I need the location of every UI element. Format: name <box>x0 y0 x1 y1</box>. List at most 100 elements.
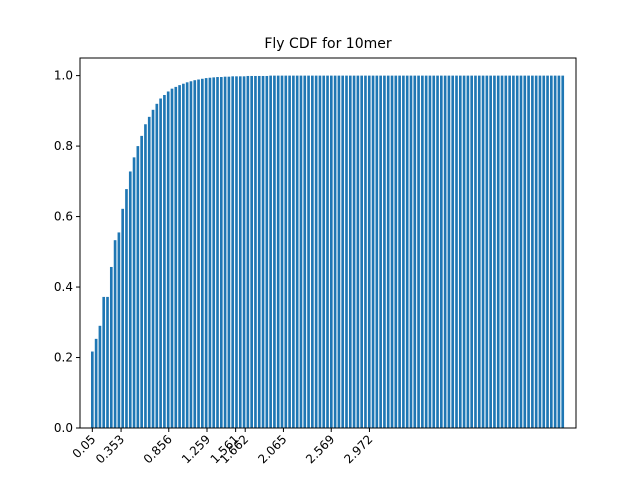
bar-43 <box>254 75 257 428</box>
bar-53 <box>292 75 295 429</box>
bar-86 <box>417 75 420 429</box>
bar-85 <box>413 75 417 429</box>
bar-92 <box>440 75 443 429</box>
bar-113 <box>519 75 523 429</box>
bar-101 <box>474 75 477 429</box>
bar-9 <box>125 189 128 428</box>
bar-91 <box>436 75 439 429</box>
bar-45 <box>261 75 265 428</box>
bar-35 <box>223 76 227 429</box>
x-tick-label-8: 2.972 <box>341 432 375 466</box>
x-tick-label-1: 0.353 <box>93 432 127 466</box>
bar-54 <box>295 75 299 429</box>
bar-37 <box>231 76 235 428</box>
bar-1 <box>94 338 98 428</box>
bar-104 <box>485 75 489 429</box>
y-tick-label-4: 0.8 <box>54 139 73 153</box>
bar-22 <box>174 86 178 429</box>
x-tick-label-6: 2.065 <box>255 432 289 466</box>
bar-25 <box>185 82 189 428</box>
bar-6 <box>113 240 117 428</box>
bar-64 <box>333 75 337 429</box>
bar-16 <box>151 109 155 429</box>
bar-105 <box>489 75 492 429</box>
bar-81 <box>398 75 401 429</box>
bar-12 <box>136 146 140 428</box>
bar-34 <box>219 77 223 428</box>
bar-0 <box>91 351 94 428</box>
bar-7 <box>117 232 121 428</box>
bar-116 <box>531 75 534 429</box>
bar-24 <box>182 83 185 428</box>
bar-96 <box>455 75 458 429</box>
bar-106 <box>493 75 496 429</box>
bar-3 <box>102 296 106 428</box>
y-tick-label-5: 1.0 <box>54 69 73 83</box>
bar-36 <box>227 76 231 429</box>
bar-38 <box>235 76 238 428</box>
bar-59 <box>314 75 318 429</box>
bar-74 <box>371 75 375 429</box>
x-tick-label-2: 0.856 <box>141 432 175 466</box>
bar-28 <box>197 79 200 428</box>
bar-48 <box>273 75 276 429</box>
x-tick-label-7: 2.569 <box>303 432 337 466</box>
bar-27 <box>193 80 197 428</box>
bar-8 <box>121 208 125 428</box>
bar-70 <box>356 75 360 429</box>
bar-95 <box>451 75 455 429</box>
bar-47 <box>269 75 272 429</box>
bar-2 <box>98 325 102 428</box>
bar-99 <box>466 75 470 429</box>
bar-102 <box>477 75 481 429</box>
bar-123 <box>557 75 561 429</box>
bar-52 <box>288 75 291 429</box>
bar-79 <box>390 75 394 429</box>
bar-4 <box>106 296 109 428</box>
bar-77 <box>383 75 386 429</box>
bar-103 <box>481 75 485 429</box>
bar-41 <box>246 75 250 428</box>
bar-57 <box>307 75 310 429</box>
x-tick-label-3: 1.259 <box>179 432 213 466</box>
bar-33 <box>216 77 219 428</box>
bar-121 <box>550 75 553 429</box>
bar-21 <box>170 88 174 428</box>
bar-112 <box>515 75 519 429</box>
bar-76 <box>379 75 382 429</box>
y-axis: 0.0 0.2 0.4 0.6 0.8 1.0 <box>54 69 80 435</box>
y-tick-label-2: 0.4 <box>54 280 73 294</box>
bar-67 <box>345 75 348 429</box>
plot-frame <box>79 57 577 429</box>
bar-13 <box>140 135 143 428</box>
bar-18 <box>159 98 162 429</box>
bar-65 <box>337 75 341 429</box>
bar-87 <box>421 75 424 429</box>
bar-56 <box>303 75 307 429</box>
bar-40 <box>242 76 246 428</box>
bar-10 <box>128 171 132 428</box>
bar-97 <box>458 75 462 429</box>
bar-60 <box>318 75 322 429</box>
bar-72 <box>364 75 367 429</box>
bars-group <box>91 75 565 429</box>
bar-80 <box>394 75 398 429</box>
bar-23 <box>178 85 181 428</box>
bar-117 <box>534 75 538 429</box>
y-tick-label-1: 0.2 <box>54 351 73 365</box>
bar-66 <box>341 75 345 429</box>
bar-78 <box>386 75 390 429</box>
bar-75 <box>375 75 379 429</box>
y-tick-label-0: 0.0 <box>54 421 73 435</box>
bar-17 <box>155 103 159 428</box>
bar-39 <box>238 76 242 428</box>
bar-94 <box>447 75 451 429</box>
bar-119 <box>542 75 546 429</box>
bar-89 <box>428 75 432 429</box>
bar-30 <box>204 78 208 428</box>
bar-100 <box>470 75 474 429</box>
bar-20 <box>166 91 170 428</box>
bar-111 <box>512 75 515 429</box>
bar-32 <box>212 77 216 428</box>
